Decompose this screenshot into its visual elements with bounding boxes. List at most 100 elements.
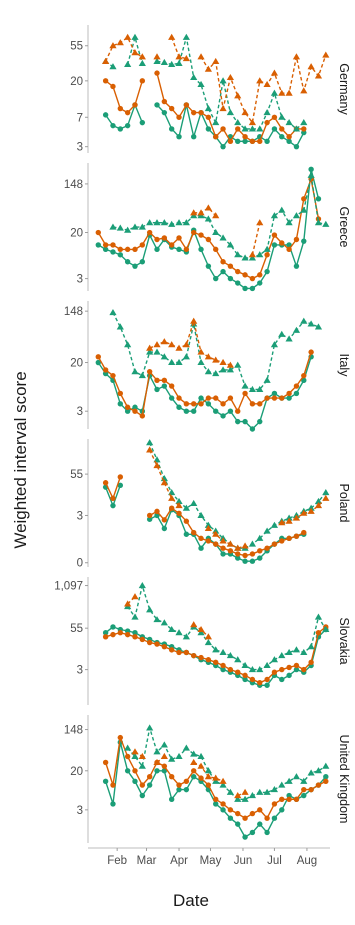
data-point-circle — [242, 390, 248, 397]
series-line — [127, 727, 327, 800]
data-point-triangle — [241, 109, 249, 116]
data-point-triangle — [226, 109, 234, 116]
data-point-triangle — [153, 341, 161, 348]
data-point-triangle — [182, 219, 190, 226]
data-point-circle — [242, 285, 248, 292]
data-point-circle — [183, 401, 190, 407]
data-point-triangle — [248, 254, 257, 261]
x-axis: Feb Mar Apr May Jun Jul Aug — [88, 847, 330, 867]
data-point-triangle — [168, 341, 176, 348]
data-point-circle — [205, 114, 212, 120]
y-axis-title: Weighted interval score — [11, 371, 30, 548]
data-point-circle — [220, 545, 226, 551]
data-point-circle — [198, 109, 204, 116]
data-point-triangle — [197, 629, 205, 636]
data-point-triangle — [314, 497, 323, 505]
data-point-circle — [102, 367, 109, 373]
data-point-circle — [257, 138, 263, 145]
data-point-circle — [264, 268, 270, 275]
y-tick-label: 55 — [70, 623, 83, 635]
data-point-circle — [293, 666, 300, 673]
data-point-circle — [110, 624, 116, 630]
data-point-triangle — [153, 748, 161, 755]
data-point-triangle — [153, 758, 161, 765]
data-point-triangle — [131, 752, 139, 760]
data-point-triangle — [270, 69, 279, 76]
data-point-circle — [220, 666, 226, 673]
data-point-triangle — [175, 752, 183, 760]
x-tick-label: Aug — [297, 855, 317, 867]
data-point-triangle — [160, 619, 168, 626]
data-point-triangle — [278, 652, 286, 659]
data-point-triangle — [204, 215, 212, 222]
data-point-triangle — [241, 382, 249, 389]
data-point-circle — [146, 782, 153, 788]
facet-label: Germany — [337, 63, 351, 115]
data-point-circle — [242, 552, 248, 559]
data-point-circle — [198, 775, 204, 781]
series-line — [127, 582, 327, 671]
data-point-circle — [183, 246, 190, 253]
data-point-circle — [205, 126, 212, 132]
data-point-circle — [154, 246, 160, 253]
data-point-triangle — [314, 219, 323, 226]
data-point-circle — [102, 242, 109, 248]
data-point-circle — [124, 753, 131, 760]
data-point-circle — [264, 138, 270, 145]
data-point-triangle — [138, 53, 146, 60]
data-point-circle — [183, 649, 190, 656]
data-point-circle — [242, 815, 248, 821]
data-point-triangle — [204, 368, 212, 375]
data-point-triangle — [212, 57, 220, 64]
data-point-circle — [132, 102, 138, 108]
data-point-circle — [139, 636, 146, 643]
data-point-circle — [161, 98, 168, 105]
data-point-triangle — [314, 72, 323, 79]
data-point-triangle — [204, 104, 212, 112]
data-point-triangle — [153, 53, 161, 60]
data-point-circle — [279, 676, 285, 683]
data-point-circle — [205, 782, 212, 788]
panel: 55 20 7 3 Germany — [70, 25, 351, 154]
data-point-triangle — [219, 104, 227, 112]
data-point-triangle — [204, 773, 212, 780]
data-point-circle — [220, 662, 226, 669]
data-point-circle — [176, 510, 182, 516]
data-point-triangle — [300, 317, 308, 324]
data-point-triangle — [270, 341, 279, 348]
data-point-triangle — [109, 308, 117, 316]
data-point-circle — [205, 236, 212, 243]
data-point-triangle — [248, 540, 257, 547]
data-point-circle — [191, 229, 197, 236]
data-point-circle — [242, 272, 248, 278]
data-point-circle — [301, 529, 307, 536]
data-point-triangle — [131, 593, 139, 600]
data-point-triangle — [219, 366, 227, 373]
data-point-triangle — [175, 344, 183, 351]
data-point-circle — [205, 657, 212, 663]
data-point-circle — [308, 659, 314, 666]
data-point-triangle — [263, 376, 271, 383]
data-point-triangle — [241, 125, 249, 132]
data-point-triangle — [234, 795, 242, 802]
y-tick-label: 3 — [77, 510, 83, 522]
data-point-triangle — [270, 786, 279, 793]
data-point-circle — [102, 759, 109, 766]
data-point-triangle — [146, 606, 154, 613]
data-point-circle — [161, 383, 168, 389]
data-point-triangle — [226, 361, 234, 368]
data-point-triangle — [175, 502, 183, 509]
data-point-circle — [124, 122, 131, 129]
data-point-triangle — [270, 89, 279, 96]
data-point-triangle — [241, 254, 249, 261]
data-point-circle — [264, 682, 270, 688]
data-point-triangle — [234, 791, 242, 799]
data-point-triangle — [307, 769, 315, 776]
data-point-circle — [235, 555, 241, 561]
x-tick-label: Feb — [107, 855, 127, 867]
data-point-triangle — [190, 73, 198, 81]
data-point-circle — [198, 395, 204, 401]
chart-panels: 55 20 7 3 Germany 148 20 3 Greece 148 20 3 Italy 55 3 0… — [54, 25, 351, 843]
data-point-circle — [124, 109, 131, 116]
facet-label: United Kingdom — [337, 735, 351, 824]
